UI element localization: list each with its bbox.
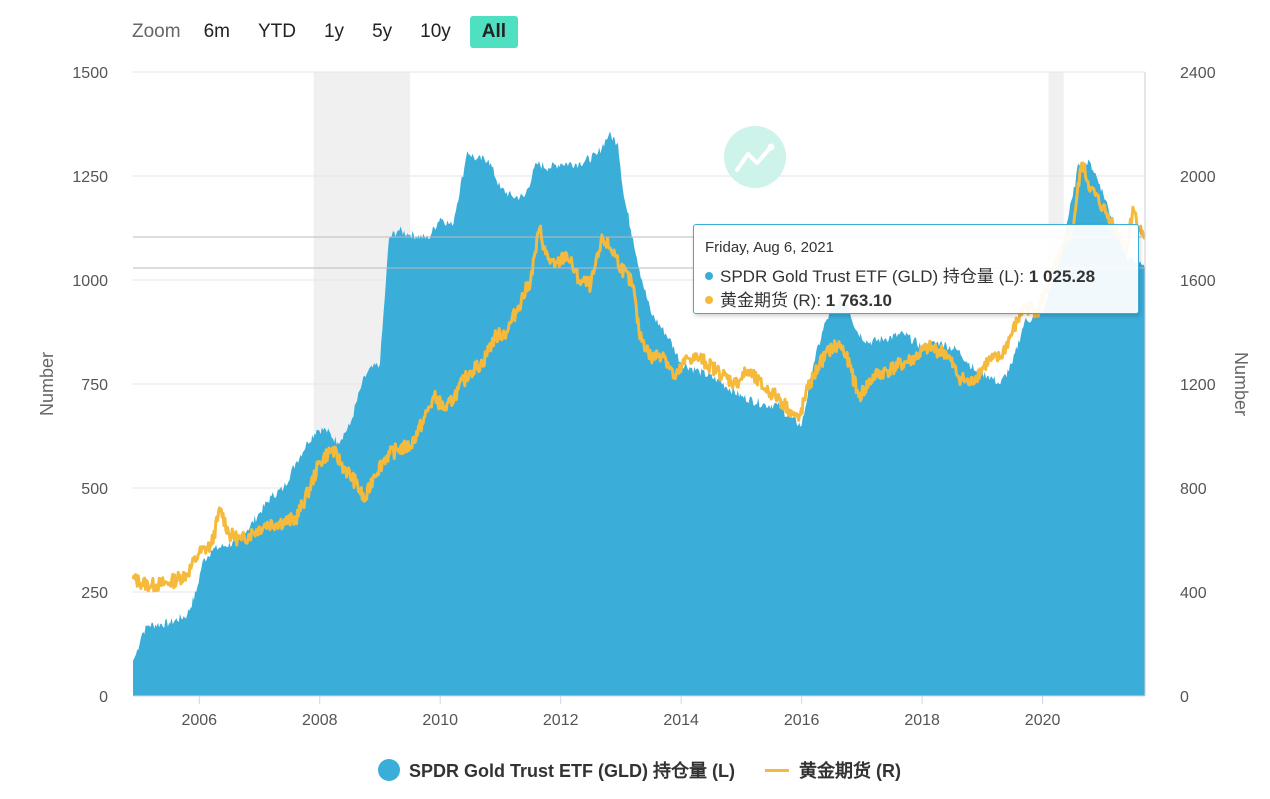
zoom-button-all[interactable]: All xyxy=(469,16,519,48)
legend-circle-icon xyxy=(378,759,400,781)
legend-label-futures: 黄金期货 (R) xyxy=(798,761,901,781)
tooltip-futures-label: 黄金期货 (R): xyxy=(720,291,826,310)
x-axis: 2006 2008 2010 2012 2014 2016 2018 2020 xyxy=(133,695,1145,729)
legend-label-holdings: SPDR Gold Trust ETF (GLD) 持仓量 (L) xyxy=(409,761,735,781)
right-tick-label: 400 xyxy=(1180,585,1207,602)
left-tick-label: 250 xyxy=(81,585,108,602)
zoom-button-6m[interactable]: 6m xyxy=(203,21,230,42)
left-y-axis: 0 250 500 750 1000 1250 1500 xyxy=(72,65,108,706)
right-tick-label: 800 xyxy=(1180,481,1207,498)
x-tick-label: 2014 xyxy=(663,712,699,729)
right-tick-label: 1600 xyxy=(1180,273,1216,290)
legend-item-holdings[interactable]: SPDR Gold Trust ETF (GLD) 持仓量 (L) xyxy=(378,757,735,783)
gold-futures-line xyxy=(131,161,1146,593)
x-tick-label: 2006 xyxy=(181,712,217,729)
legend-line-icon xyxy=(764,768,789,772)
right-tick-label: 0 xyxy=(1180,689,1189,706)
legend-item-futures[interactable]: 黄金期货 (R) xyxy=(764,757,901,783)
right-tick-label: 2400 xyxy=(1180,65,1216,82)
left-tick-label: 1000 xyxy=(72,273,108,290)
x-tick-label: 2012 xyxy=(543,712,579,729)
x-tick-label: 2016 xyxy=(784,712,820,729)
left-axis-title: Number xyxy=(37,352,57,416)
zoom-button-10y[interactable]: 10y xyxy=(420,21,451,42)
tooltip-futures-value: 1 763.10 xyxy=(825,291,892,310)
zoom-button-ytd[interactable]: YTD xyxy=(257,21,296,42)
zoom-button-1y[interactable]: 1y xyxy=(323,21,345,42)
tooltip-date: Friday, Aug 6, 2021 xyxy=(705,239,834,256)
right-tick-label: 2000 xyxy=(1180,169,1216,186)
x-tick-label: 2018 xyxy=(904,712,940,729)
tooltip-holdings-label: SPDR Gold Trust ETF (GLD) 持仓量 (L): xyxy=(720,267,1029,286)
tooltip-row-futures: 黄金期货 (R): 1 763.10 xyxy=(705,286,892,311)
left-tick-label: 0 xyxy=(99,689,108,706)
holdings-dot-icon xyxy=(705,271,713,280)
right-tick-label: 1200 xyxy=(1180,377,1216,394)
left-tick-label: 1500 xyxy=(72,65,108,82)
zoom-button-5y[interactable]: 5y xyxy=(372,21,393,42)
tooltip: Friday, Aug 6, 2021 SPDR Gold Trust ETF … xyxy=(693,224,1139,314)
x-tick-label: 2010 xyxy=(422,712,458,729)
x-tick-label: 2020 xyxy=(1025,712,1061,729)
holdings-area xyxy=(133,131,1145,697)
right-y-axis: 0 400 800 1200 1600 2000 2400 xyxy=(1180,65,1216,706)
x-tick-label: 2008 xyxy=(302,712,338,729)
futures-dot-icon xyxy=(705,295,713,304)
right-axis-title: Number xyxy=(1231,352,1251,416)
zoom-range-selector: Zoom 6m YTD 1y 5y 10y All xyxy=(132,14,528,50)
left-tick-label: 1250 xyxy=(72,169,108,186)
left-tick-label: 500 xyxy=(81,481,108,498)
chart-logo-icon xyxy=(724,126,786,188)
tooltip-row-holdings: SPDR Gold Trust ETF (GLD) 持仓量 (L): 1 025… xyxy=(705,262,1095,287)
left-tick-label: 750 xyxy=(81,377,108,394)
tooltip-holdings-value: 1 025.28 xyxy=(1028,267,1096,286)
zoom-label: Zoom xyxy=(132,21,181,42)
legend: SPDR Gold Trust ETF (GLD) 持仓量 (L) 黄金期货 (… xyxy=(378,757,931,783)
